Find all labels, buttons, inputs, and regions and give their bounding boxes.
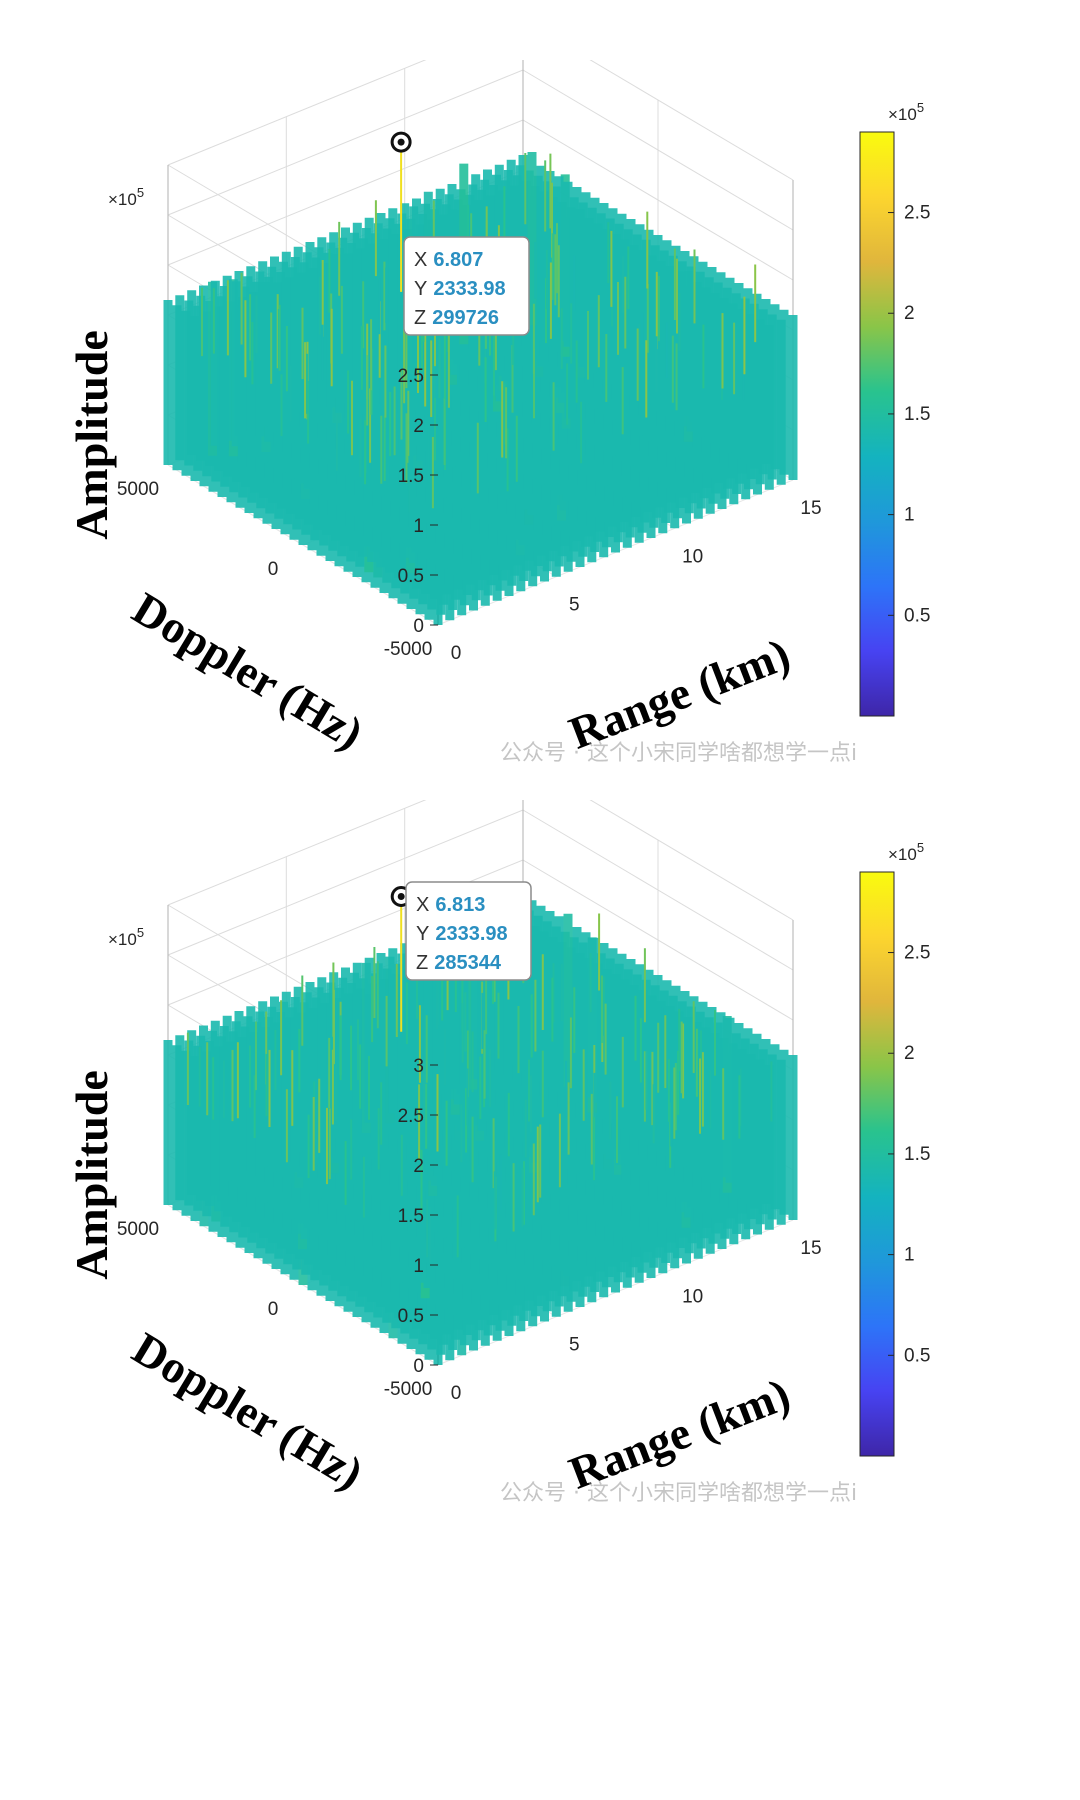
range-doppler-plot-2: 0 0.5 1 1.5 2 2.5 3 0 5 10 15 -5000 0 5000 0.5 1 1.5 2 2.… xyxy=(0,800,1080,1540)
x-tick-label: 5 xyxy=(569,1335,580,1356)
z-axis-label: Amplitude xyxy=(66,1070,117,1280)
x-axis-label: Range (km) xyxy=(562,628,796,758)
surface-spikes xyxy=(163,895,798,1365)
z-tick-label: 1.5 xyxy=(398,1206,424,1227)
colorbar-exponent: ×105 xyxy=(888,100,924,124)
colorbar-tick-label: 2.5 xyxy=(904,943,930,964)
grid-line xyxy=(167,809,524,956)
colorbar-tick-label: 2 xyxy=(904,303,915,324)
datatip: X 6.807 Y 2333.98 Z 299726 xyxy=(403,236,530,336)
x-tick-label: 10 xyxy=(682,1286,703,1307)
z-tick-label: 2.5 xyxy=(398,366,424,387)
colorbar-gradient xyxy=(859,871,895,1457)
colorbar: 0.5 1 1.5 2 2.5 xyxy=(859,131,930,717)
datatip-x-value: 6.813 xyxy=(435,894,485,916)
svg-text:X6.813: X 6.813 xyxy=(416,894,485,916)
z-tick-label: 0.5 xyxy=(398,566,424,587)
z-exponent: ×105 xyxy=(108,185,144,209)
z-axis-label: Amplitude xyxy=(66,330,117,540)
y-tick-label: 5000 xyxy=(117,1219,159,1240)
z-tick-label: 1 xyxy=(413,516,424,537)
y-tick-label: 0 xyxy=(268,559,279,580)
z-tick-label: 1 xyxy=(413,1256,424,1277)
colorbar-gradient xyxy=(859,131,895,717)
colorbar-exponent: ×105 xyxy=(888,840,924,864)
colorbar: 0.5 1 1.5 2 2.5 xyxy=(859,871,930,1457)
z-tick-label: 3 xyxy=(413,1056,424,1077)
datatip-z-key: Z xyxy=(414,307,426,329)
colorbar-tick-label: 0.5 xyxy=(904,605,930,626)
grid-line xyxy=(167,800,427,906)
grid-line xyxy=(167,69,524,216)
peak-marker-dot xyxy=(397,893,405,900)
z-tick-label: 2.5 xyxy=(398,1106,424,1127)
colorbar-tick-label: 1 xyxy=(904,505,915,526)
colorbar-tick-label: 2.5 xyxy=(904,203,930,224)
z-tick-label: 2 xyxy=(413,416,424,437)
x-tick-label: 0 xyxy=(451,643,462,664)
x-tick-label: 15 xyxy=(800,1238,821,1259)
z-tick-label: 0 xyxy=(413,616,424,637)
datatip-z-value: 285344 xyxy=(434,952,502,974)
y-axis-label: Doppler (Hz) xyxy=(124,1322,372,1499)
z-tick-label: 1.5 xyxy=(398,466,424,487)
z-tick-label: 0 xyxy=(413,1356,424,1377)
datatip: X 6.813 Y 2333.98 Z 285344 xyxy=(405,881,532,981)
datatip-y-value: 2333.98 xyxy=(435,923,507,945)
x-tick-label: 10 xyxy=(682,546,703,567)
x-tick-label: 5 xyxy=(569,595,580,616)
x-axis-label: Range (km) xyxy=(562,1368,796,1498)
grid-line xyxy=(167,119,524,266)
colorbar-tick-label: 1.5 xyxy=(904,1144,930,1165)
y-tick-label: -5000 xyxy=(384,639,433,660)
grid-line xyxy=(167,60,427,166)
colorbar-tick-label: 1.5 xyxy=(904,404,930,425)
datatip-z-value: 299726 xyxy=(432,307,499,329)
colorbar-tick-label: 2 xyxy=(904,1043,915,1064)
colorbar-tick-label: 1 xyxy=(904,1245,915,1266)
y-tick-label: 0 xyxy=(268,1299,279,1320)
svg-text:X6.807: X 6.807 xyxy=(414,249,483,271)
datatip-x-key: X xyxy=(414,249,427,271)
peak-marker-dot xyxy=(397,138,405,146)
x-tick-label: 15 xyxy=(800,498,821,519)
z-tick-label: 0.5 xyxy=(398,1306,424,1327)
z-tick-label: 2 xyxy=(413,1156,424,1177)
datatip-y-key: Y xyxy=(414,278,427,300)
y-axis-label: Doppler (Hz) xyxy=(124,582,372,759)
z-exponent: ×105 xyxy=(108,925,144,949)
peak-marker xyxy=(390,131,412,292)
colorbar-tick-label: 0.5 xyxy=(904,1345,930,1366)
datatip-z-key: Z xyxy=(416,952,428,974)
y-tick-label: 5000 xyxy=(117,479,159,500)
datatip-x-key: X xyxy=(416,894,429,916)
datatip-x-value: 6.807 xyxy=(433,249,483,271)
datatip-y-key: Y xyxy=(416,923,429,945)
y-tick-label: -5000 xyxy=(384,1379,433,1400)
surface-spikes xyxy=(163,152,798,625)
datatip-y-value: 2333.98 xyxy=(433,278,505,300)
x-tick-label: 0 xyxy=(451,1383,462,1404)
